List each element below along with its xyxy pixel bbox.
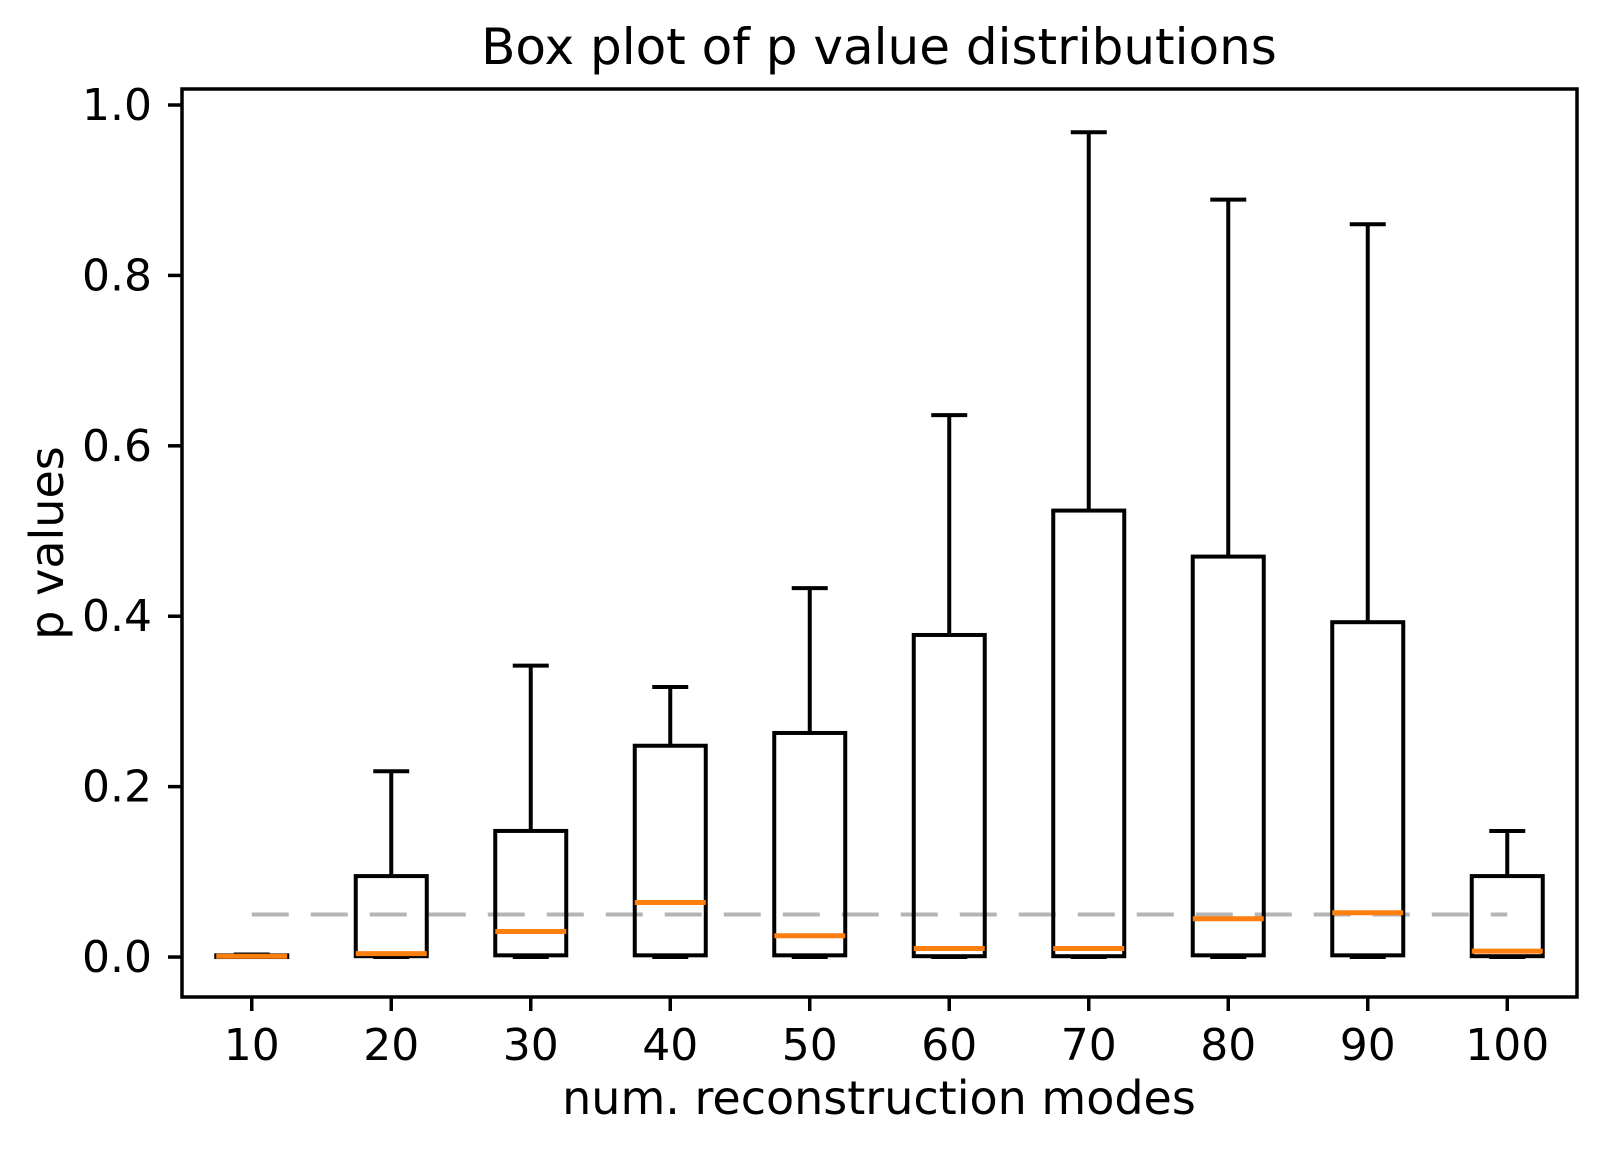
x-tick-label-70: 70 <box>1061 1020 1117 1071</box>
y-tick-label-0.4: 0.4 <box>82 591 152 642</box>
axes-frame <box>180 87 1579 999</box>
iqr-box-50 <box>772 730 848 958</box>
iqr-box-80 <box>1190 554 1266 958</box>
x-tick-label-40: 40 <box>642 1020 698 1071</box>
iqr-box-20 <box>353 874 429 959</box>
y-tick-label-0.6: 0.6 <box>82 421 152 472</box>
y-tick-label-0.8: 0.8 <box>82 250 152 301</box>
chart-title: Box plot of p value distributions <box>481 18 1277 76</box>
box-group-10 <box>214 952 290 960</box>
iqr-box-40 <box>632 743 708 958</box>
y-tick-label-0.0: 0.0 <box>82 932 152 983</box>
x-tick-label-90: 90 <box>1340 1020 1396 1071</box>
box-group-100 <box>1469 828 1545 960</box>
x-tick-label-60: 60 <box>921 1020 977 1071</box>
x-tick-label-100: 100 <box>1465 1020 1549 1071</box>
plot-layer: 10 20 30 40 50 60 70 80 90 100 0.0 0.2 0.4 0.6 0.8 1.0 <box>82 80 1579 1071</box>
box-group-50 <box>772 586 848 960</box>
y-tick-label-0.2: 0.2 <box>82 762 152 813</box>
box-group-40 <box>632 684 708 960</box>
box-group-70 <box>1051 130 1127 960</box>
iqr-box-70 <box>1051 508 1127 959</box>
box-group-60 <box>911 413 987 960</box>
box-group-30 <box>493 663 569 960</box>
box-group-90 <box>1330 222 1406 960</box>
iqr-box-90 <box>1330 620 1406 958</box>
x-tick-label-30: 30 <box>503 1020 559 1071</box>
x-tick-label-10: 10 <box>224 1020 280 1071</box>
x-tick-label-20: 20 <box>363 1020 419 1071</box>
iqr-box-60 <box>911 632 987 959</box>
iqr-box-30 <box>493 828 569 958</box>
box-group-80 <box>1190 197 1266 960</box>
iqr-box-100 <box>1469 874 1545 959</box>
y-tick-label-1.0: 1.0 <box>82 80 152 131</box>
x-tick-label-80: 80 <box>1200 1020 1256 1071</box>
x-tick-label-50: 50 <box>782 1020 838 1071</box>
x-axis-label: num. reconstruction modes <box>562 1071 1196 1125</box>
y-axis-label: p values <box>20 446 74 639</box>
box-group-20 <box>353 769 429 960</box>
